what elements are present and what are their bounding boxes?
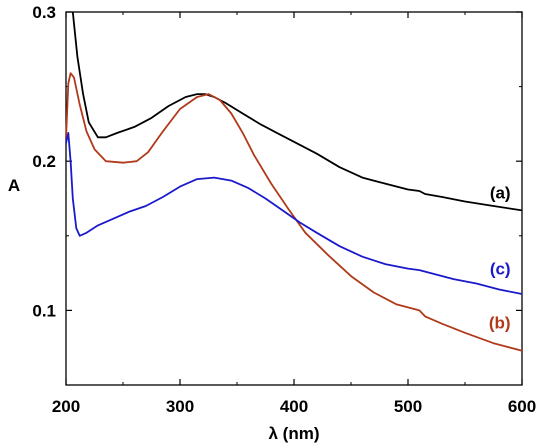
x-tick-label: 500 bbox=[394, 397, 422, 416]
x-tick-label: 400 bbox=[280, 397, 308, 416]
y-tick-label: 0.1 bbox=[32, 301, 56, 320]
y-tick-label: 0.3 bbox=[32, 3, 56, 22]
x-axis-label: λ (nm) bbox=[269, 424, 320, 443]
series-label-a: (a) bbox=[490, 184, 511, 203]
series-line-c bbox=[65, 132, 523, 295]
axis-ticks bbox=[65, 11, 523, 386]
x-tick-label: 600 bbox=[508, 397, 536, 416]
series-label-b: (b) bbox=[489, 313, 511, 332]
series-labels: (a) (b) (c) bbox=[489, 184, 511, 333]
series-line-b bbox=[65, 72, 523, 352]
tick-labels: 200 300 400 500 600 0.1 0.2 0.3 bbox=[32, 3, 536, 416]
y-axis-label: A bbox=[8, 176, 20, 195]
y-tick-label: 0.2 bbox=[32, 152, 56, 171]
x-tick-label: 200 bbox=[52, 397, 80, 416]
x-tick-label: 300 bbox=[166, 397, 194, 416]
series-lines bbox=[65, 11, 523, 352]
series-line-a bbox=[71, 11, 523, 212]
series-label-c: (c) bbox=[490, 260, 511, 279]
